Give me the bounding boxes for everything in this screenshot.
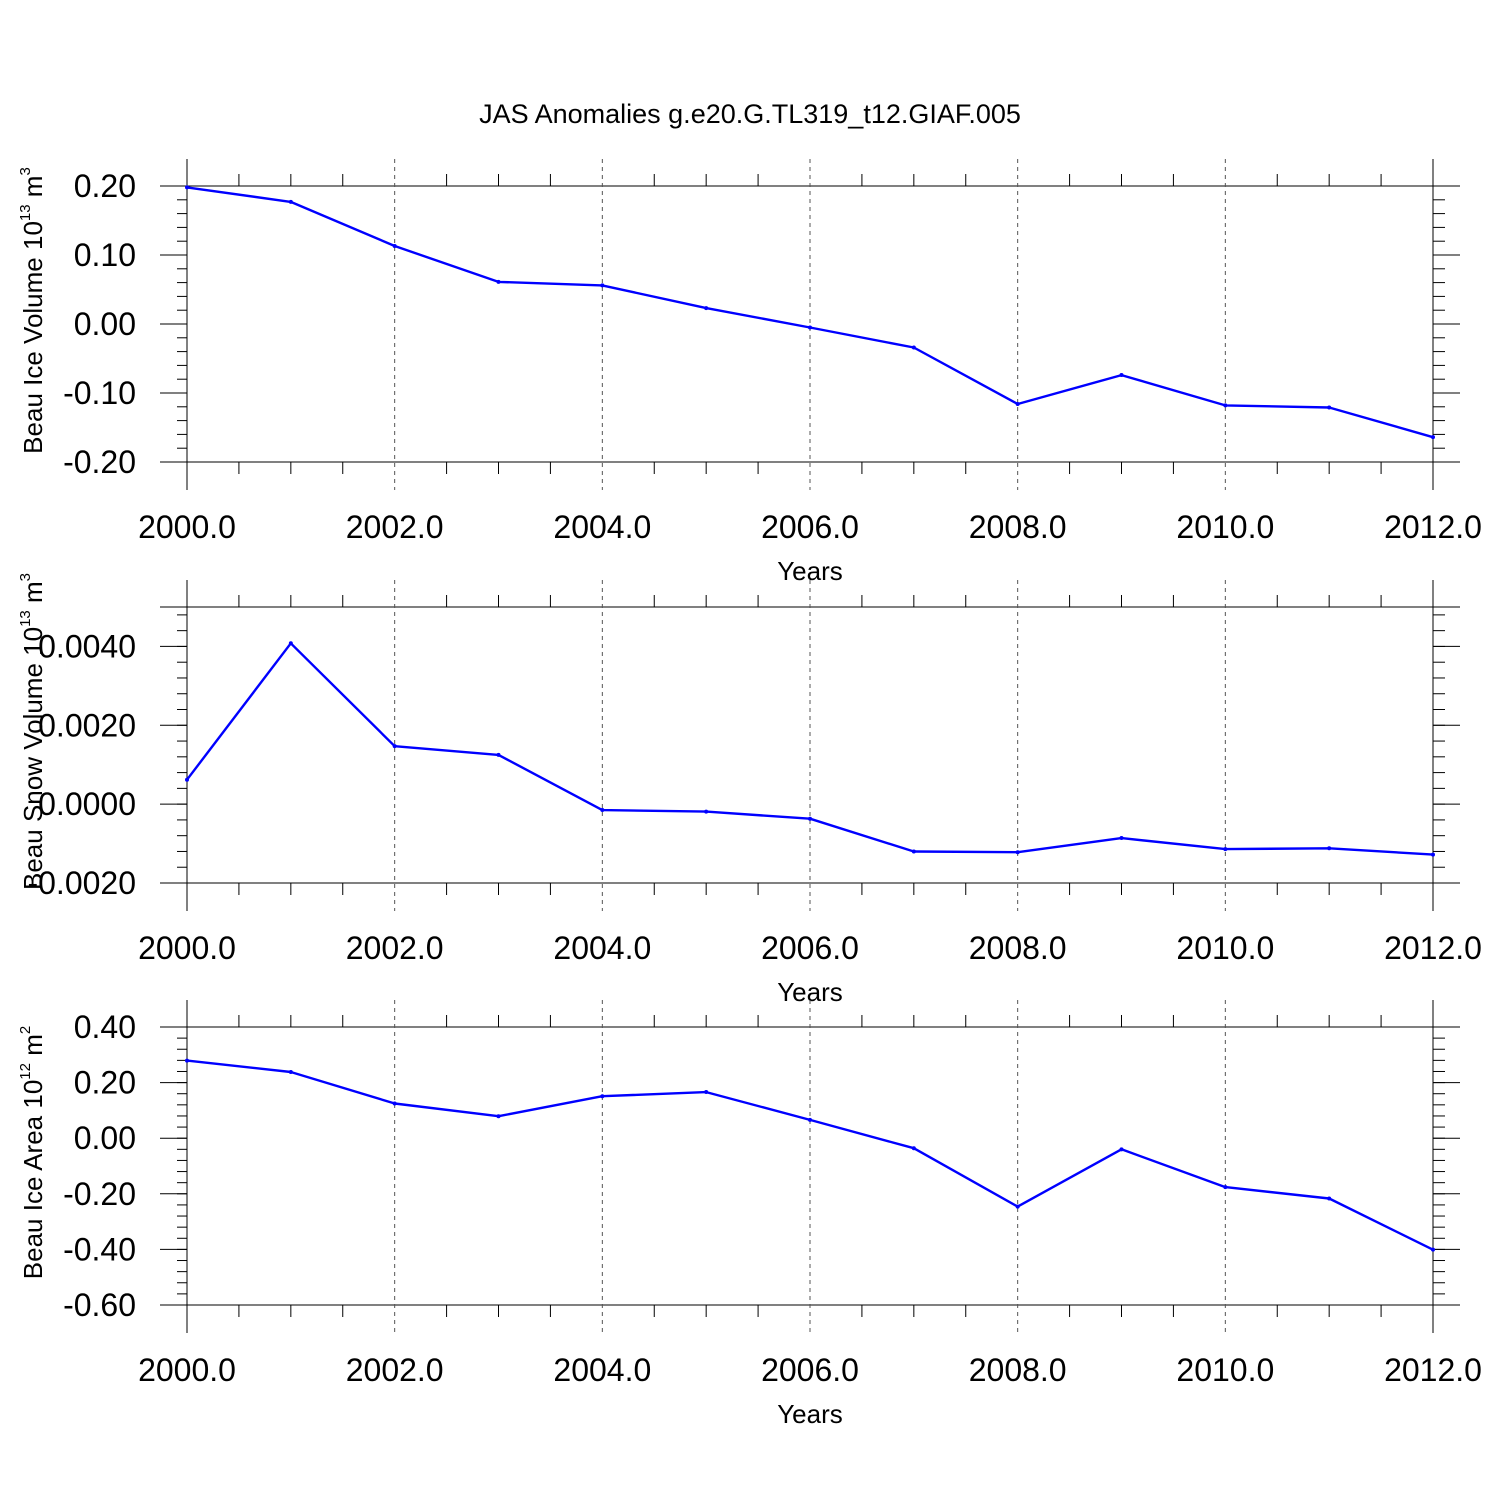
data-point — [911, 849, 916, 854]
data-point — [1223, 847, 1228, 852]
data-point — [185, 185, 189, 190]
y-tick-label: -0.20 — [63, 1176, 136, 1212]
panel-1: 2000.0 2002.0 2004.0 2006.0 2008.0 2010.0 2012… — [17, 159, 1482, 586]
y-tick-label: 0.10 — [74, 237, 136, 273]
y-tick-label: -0.20 — [63, 444, 136, 480]
data-point — [911, 345, 916, 350]
x-tick-label: 2004.0 — [553, 509, 651, 545]
x-tick-label: 2008.0 — [969, 930, 1067, 966]
x-tick-label: 2002.0 — [346, 930, 444, 966]
panel-2: 2000.0 2002.0 2004.0 2006.0 2008.0 2010.0 2012… — [17, 573, 1482, 1007]
y-tick-label: 0.40 — [74, 1009, 136, 1045]
y-tick-label: 0.20 — [74, 1065, 136, 1101]
y-tick-label: -0.60 — [63, 1287, 136, 1323]
data-point — [911, 1146, 916, 1151]
x-tick-label: 2012.0 — [1384, 509, 1482, 545]
y-tick-label: 0.00 — [74, 306, 136, 342]
data-point — [1223, 1185, 1228, 1190]
data-point — [1223, 403, 1228, 408]
y-axis-label: Beau Ice Volume 1013 m3 — [17, 167, 48, 454]
y-tick-label: 0.0040 — [38, 628, 136, 664]
x-tick-label: 2010.0 — [1176, 930, 1274, 966]
x-tick-label: 2012.0 — [1384, 930, 1482, 966]
data-point — [496, 752, 501, 757]
data-point — [1119, 836, 1124, 841]
x-tick-label: 2010.0 — [1176, 509, 1274, 545]
panel-3: 2000.0 2002.0 2004.0 2006.0 2008.0 2010.0 2012… — [17, 1000, 1482, 1429]
x-tick-label: 2002.0 — [346, 509, 444, 545]
data-point — [600, 283, 605, 288]
data-point — [600, 1094, 605, 1099]
x-tick-label: 2008.0 — [969, 1352, 1067, 1388]
data-point — [496, 1114, 501, 1119]
data-point — [704, 1090, 709, 1095]
data-point — [1015, 850, 1020, 855]
data-point — [704, 306, 709, 311]
data-point — [808, 1117, 812, 1122]
x-tick-label: 2000.0 — [138, 930, 236, 966]
data-point — [704, 809, 709, 814]
x-tick-label: 2006.0 — [761, 1352, 859, 1388]
x-axis-label: Years — [777, 1399, 843, 1429]
data-point — [392, 1101, 397, 1106]
x-tick-label: 2008.0 — [969, 509, 1067, 545]
y-tick-label: -0.40 — [63, 1231, 136, 1267]
data-point — [185, 777, 189, 782]
data-point — [1327, 846, 1332, 851]
data-point — [1431, 852, 1435, 857]
data-point — [185, 1058, 189, 1063]
data-point — [392, 744, 397, 749]
y-tick-label: -0.10 — [63, 375, 136, 411]
x-tick-label: 2012.0 — [1384, 1352, 1482, 1388]
data-point — [1119, 373, 1124, 378]
chart-title: JAS Anomalies g.e20.G.TL319_t12.GIAF.005 — [479, 99, 1021, 129]
x-tick-label: 2002.0 — [346, 1352, 444, 1388]
data-point — [1015, 1204, 1020, 1209]
x-tick-label: 2000.0 — [138, 1352, 236, 1388]
data-point — [496, 279, 501, 284]
x-tick-label: 2004.0 — [553, 1352, 651, 1388]
data-point — [1015, 402, 1020, 407]
x-tick-label: 2006.0 — [761, 930, 859, 966]
x-tick-label: 2004.0 — [553, 930, 651, 966]
data-point — [392, 244, 397, 249]
data-point — [288, 641, 293, 646]
data-point — [1327, 405, 1332, 410]
data-point — [1431, 435, 1435, 440]
y-axis-label: Beau Ice Area 1012 m2 — [17, 1026, 48, 1279]
y-axis-label: Beau Snow Volume 1013 m3 — [17, 573, 48, 890]
data-point — [288, 1070, 293, 1075]
x-tick-label: 2006.0 — [761, 509, 859, 545]
data-point — [288, 199, 293, 204]
data-point — [1327, 1196, 1332, 1201]
y-tick-label: 0.20 — [74, 168, 136, 204]
data-point — [808, 816, 812, 821]
data-point — [1431, 1247, 1435, 1252]
x-tick-label: 2010.0 — [1176, 1352, 1274, 1388]
y-tick-label: 0.0020 — [38, 707, 136, 743]
data-point — [600, 808, 605, 813]
data-point — [808, 325, 812, 330]
y-tick-label: 0.0000 — [38, 786, 136, 822]
y-tick-label: -0.0020 — [27, 865, 136, 901]
y-tick-label: 0.00 — [74, 1120, 136, 1156]
data-point — [1119, 1147, 1124, 1152]
x-tick-label: 2000.0 — [138, 509, 236, 545]
